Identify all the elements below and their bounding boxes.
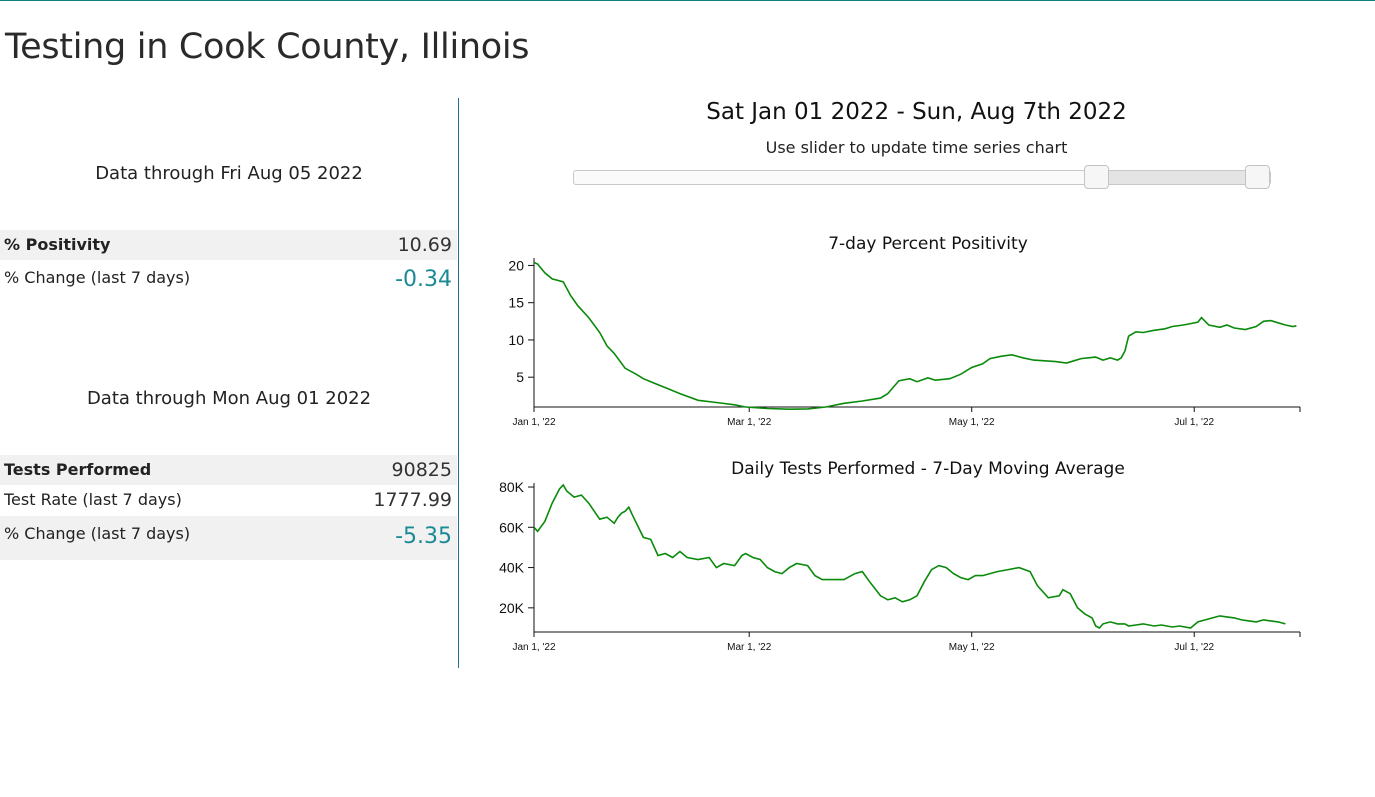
tests-ytick-label: 20K xyxy=(499,600,525,616)
slider-end-handle[interactable] xyxy=(1244,165,1270,189)
tests-chart-title: Daily Tests Performed - 7-Day Moving Ave… xyxy=(731,459,1125,479)
tests-change-row: % Change (last 7 days) -5.35 xyxy=(0,516,457,560)
tests-data-through: Data through Mon Aug 01 2022 xyxy=(86,388,372,409)
positivity-ytick-label: 5 xyxy=(516,369,524,385)
tests-xtick-label: Jul 1, '22 xyxy=(1174,642,1214,653)
positivity-chart-title: 7-day Percent Positivity xyxy=(828,234,1028,254)
tests-performed-value: 90825 xyxy=(391,459,452,481)
positivity-ytick-label: 20 xyxy=(508,257,524,273)
tests-xtick-label: Jan 1, '22 xyxy=(512,642,555,653)
positivity-value: 10.69 xyxy=(397,234,452,256)
slider-hint: Use slider to update time series chart xyxy=(765,138,1068,157)
tests-xtick-label: Mar 1, '22 xyxy=(727,642,772,653)
positivity-change-value: -0.34 xyxy=(395,267,452,292)
positivity-xtick-label: Jan 1, '22 xyxy=(512,417,555,428)
tests-performed-label: Tests Performed xyxy=(4,460,152,479)
positivity-change-label: % Change (last 7 days) xyxy=(4,268,191,287)
positivity-series-line xyxy=(533,261,1297,411)
slider-start-handle[interactable] xyxy=(1084,165,1109,189)
tests-ytick-label: 80K xyxy=(499,479,525,495)
test-rate-value: 1777.99 xyxy=(373,489,452,511)
date-range-title: Sat Jan 01 2022 - Sun, Aug 7th 2022 xyxy=(706,99,1127,125)
test-rate-row: Test Rate (last 7 days) 1777.99 xyxy=(0,485,457,516)
test-rate-label: Test Rate (last 7 days) xyxy=(4,490,182,509)
positivity-chart: 7-day Percent Positivity 5 10 15 20 Jan 1, … xyxy=(508,234,1301,428)
positivity-xtick-label: Jul 1, '22 xyxy=(1174,417,1214,428)
positivity-ytick-label: 15 xyxy=(508,295,524,311)
positivity-ytick-label: 10 xyxy=(508,332,524,348)
tests-ytick-label: 60K xyxy=(499,519,525,535)
top-rule xyxy=(0,0,1375,1)
tests-performed-row: Tests Performed 90825 xyxy=(0,455,457,485)
summary-panel: Data through Fri Aug 05 2022 % Positivit… xyxy=(0,98,459,668)
date-range-slider-selection[interactable] xyxy=(1096,171,1258,184)
tests-xtick-label: May 1, '22 xyxy=(949,642,995,653)
tests-series-line xyxy=(533,483,1286,630)
positivity-xtick-label: Mar 1, '22 xyxy=(727,417,772,428)
positivity-row: % Positivity 10.69 xyxy=(0,230,457,260)
tests-chart: Daily Tests Performed - 7-Day Moving Ave… xyxy=(499,459,1301,653)
positivity-change-row: % Change (last 7 days) -0.34 xyxy=(0,260,457,298)
tests-ytick-label: 40K xyxy=(499,560,525,576)
positivity-label: % Positivity xyxy=(4,235,111,254)
tests-change-value: -5.35 xyxy=(395,524,452,549)
positivity-xtick-label: May 1, '22 xyxy=(949,417,995,428)
positivity-data-through: Data through Fri Aug 05 2022 xyxy=(95,163,363,184)
tests-change-label: % Change (last 7 days) xyxy=(4,524,191,543)
page-title: Testing in Cook County, Illinois xyxy=(5,27,530,67)
